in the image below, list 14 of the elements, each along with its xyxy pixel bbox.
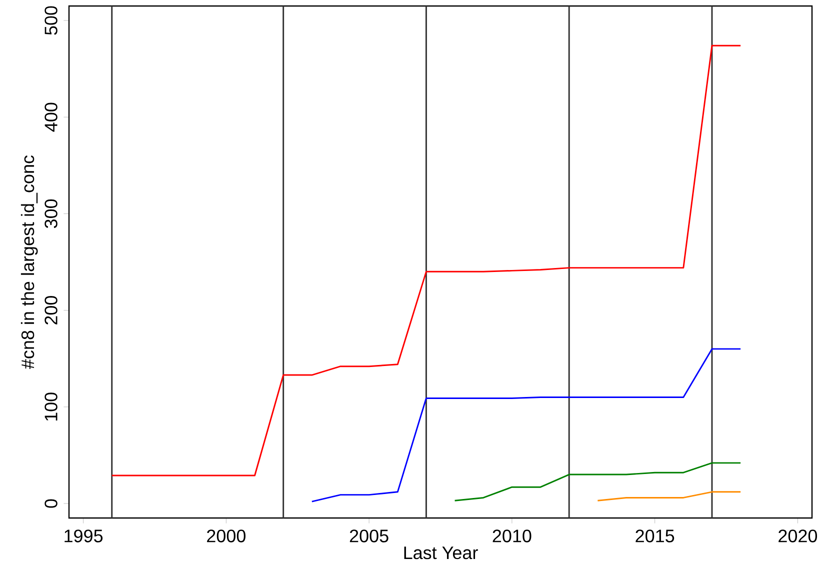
x-tick-label: 2005 — [350, 530, 388, 542]
y-tick-label: 400 — [44, 102, 58, 132]
y-tick-label: 0 — [44, 499, 58, 508]
x-tick-label: 2020 — [778, 530, 818, 542]
y-tick-label: 500 — [44, 6, 58, 35]
x-tick-label: 2010 — [492, 530, 532, 542]
y-tick-label: 100 — [44, 392, 58, 421]
x-tick-label: 2015 — [636, 530, 674, 542]
x-tick-label: 2000 — [207, 530, 246, 542]
x-axis-title: Last Year — [404, 546, 478, 560]
y-tick-label: 200 — [44, 296, 58, 324]
x-tick-label: 1995 — [64, 530, 103, 542]
y-axis-title: #cn8 in the largest id_conc — [20, 155, 38, 369]
y-tick-label: 300 — [44, 199, 58, 228]
